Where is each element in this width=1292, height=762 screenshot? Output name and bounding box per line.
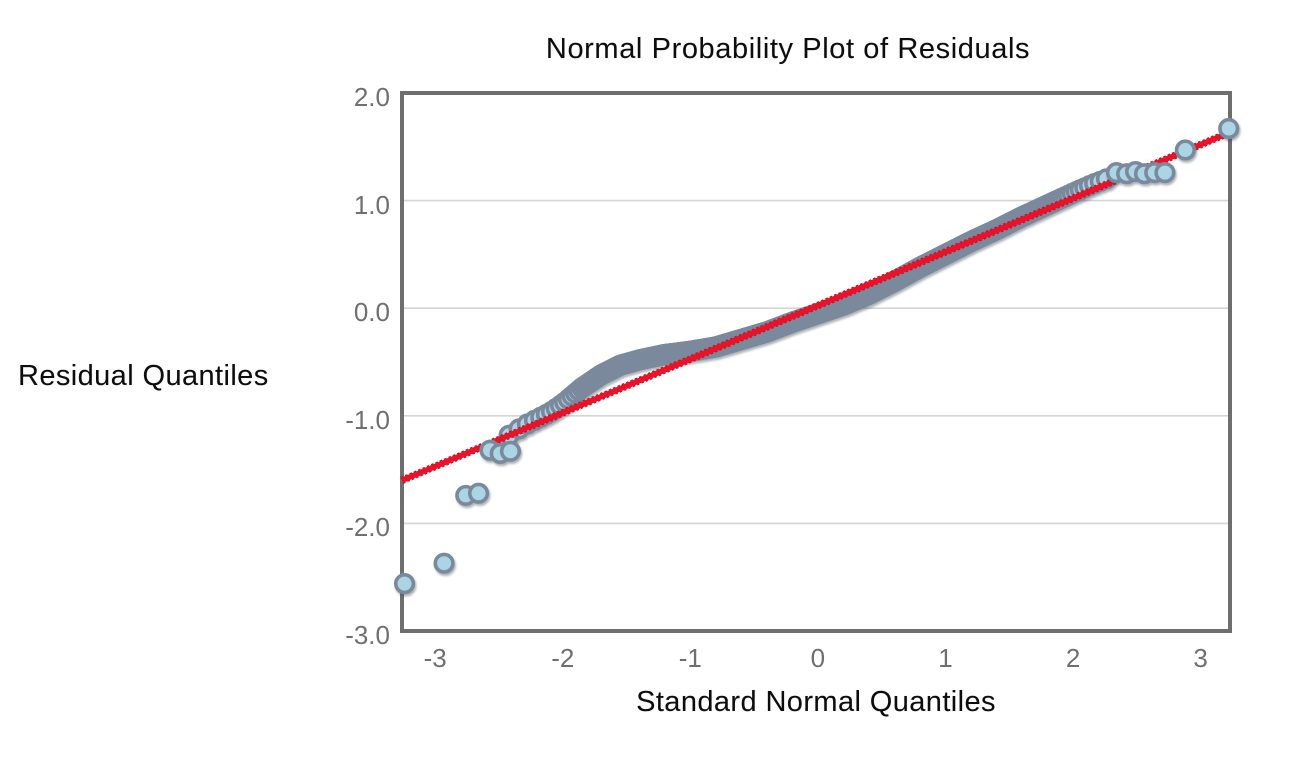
y-tick-label: 0.0 bbox=[353, 297, 390, 328]
y-tick-label: -1.0 bbox=[345, 404, 390, 435]
data-point bbox=[393, 573, 416, 595]
reference-line bbox=[400, 130, 1230, 483]
tail-outlier-points bbox=[393, 117, 1240, 595]
x-tick-label: -1 bbox=[678, 643, 702, 673]
y-tick-label: -2.0 bbox=[345, 512, 390, 543]
x-tick-label: -2 bbox=[551, 643, 575, 673]
y-tick-label: 1.0 bbox=[353, 189, 390, 220]
normal-reference-line bbox=[400, 129, 1231, 484]
data-point bbox=[433, 552, 455, 574]
data-point bbox=[1174, 139, 1196, 161]
data-point bbox=[1218, 117, 1240, 140]
data-point bbox=[499, 440, 522, 462]
y-tick-label: -3.0 bbox=[345, 620, 390, 650]
x-tick-label: 1 bbox=[938, 643, 953, 673]
chart-title: Normal Probability Plot of Residuals bbox=[545, 33, 1031, 65]
y-tick-label: 2.0 bbox=[353, 82, 390, 112]
horizontal-gridlines bbox=[402, 199, 1230, 525]
plot-frame bbox=[400, 91, 1232, 633]
x-tick-label: 3 bbox=[1193, 643, 1208, 673]
y-axis-label: Residual Quantiles bbox=[18, 360, 269, 392]
data-point bbox=[467, 482, 490, 504]
data-point bbox=[1154, 162, 1176, 184]
x-tick-label: 2 bbox=[1065, 643, 1081, 673]
x-tick-label: -3 bbox=[423, 643, 447, 673]
x-axis-label: Standard Normal Quantiles bbox=[636, 686, 996, 718]
x-tick-label: 0 bbox=[810, 643, 826, 673]
